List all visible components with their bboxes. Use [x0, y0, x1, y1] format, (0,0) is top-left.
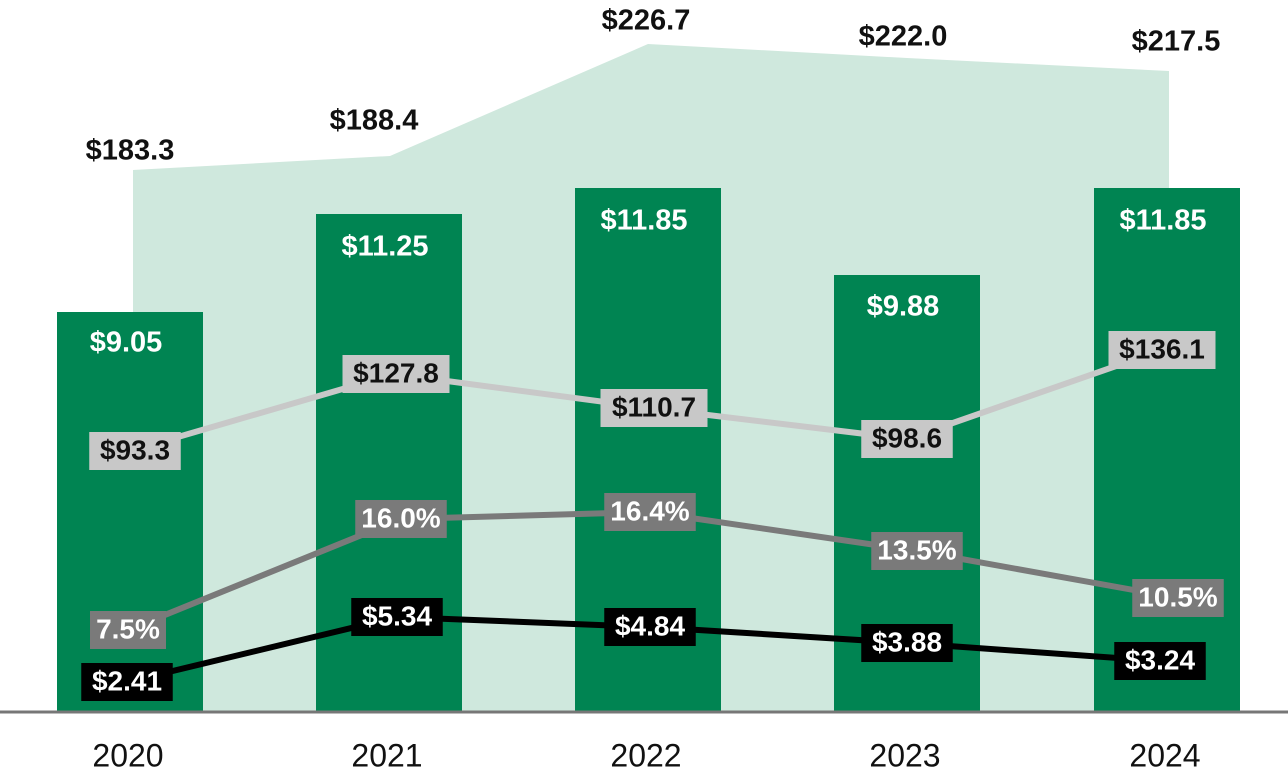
area-label-2023: $222.0: [859, 21, 948, 53]
line-dark-label-2020: $2.41: [92, 665, 162, 696]
line-light-box-2020: [89, 432, 181, 470]
line-light-box-2023: [861, 420, 953, 458]
line-dark-box-2021: [351, 598, 443, 636]
line-light-box-2022: [600, 389, 708, 427]
line-light-label-2021: $127.8: [353, 357, 439, 388]
line-dark-box-2023: [861, 624, 953, 662]
line-dark-box-2020: [81, 663, 173, 701]
line-light-label-2022: $110.7: [612, 391, 696, 422]
line-mid-box-2022: [604, 493, 696, 531]
line-mid-box-2021: [355, 500, 447, 538]
bar-label-2020: $9.05: [90, 327, 163, 359]
x-tick-2020: 2020: [92, 737, 163, 773]
line-light-box-2024: [1108, 331, 1216, 369]
line-mid-label-2024: 10.5%: [1138, 581, 1217, 612]
line-light-label-2023: $98.6: [872, 422, 942, 453]
area-label-2024: $217.5: [1132, 26, 1221, 58]
bar-2024: [1094, 188, 1240, 711]
line-dark-box-2024: [1114, 642, 1206, 680]
x-tick-2022: 2022: [610, 737, 681, 773]
line-light-label-2024: $136.1: [1119, 333, 1205, 364]
bar-2020: [57, 312, 203, 711]
line-mid-label-2022: 16.4%: [610, 495, 689, 526]
line-dark-label-2023: $3.88: [872, 626, 942, 657]
bar-label-2023: $9.88: [867, 291, 940, 323]
area-label-2020: $183.3: [86, 135, 175, 167]
line-mid-label-2023: 13.5%: [877, 534, 956, 565]
line-mid-box-2020: [90, 611, 166, 649]
x-tick-2021: 2021: [351, 737, 422, 773]
line-mid-box-2024: [1132, 579, 1224, 617]
bar-label-2024: $11.85: [1119, 205, 1206, 237]
line-dark-label-2022: $4.84: [615, 610, 685, 641]
line-mid-label-2021: 16.0%: [361, 502, 440, 533]
line-dark-label-2024: $3.24: [1125, 644, 1195, 675]
x-tick-2024: 2024: [1129, 737, 1200, 773]
line-dark-label-2021: $5.34: [362, 600, 432, 631]
line-light-box-2021: [342, 355, 450, 393]
line-mid-box-2023: [871, 532, 963, 570]
line-mid-label-2020: 7.5%: [96, 613, 160, 644]
bar-label-2021: $11.25: [341, 231, 428, 263]
area-label-2022: $226.7: [602, 5, 691, 37]
bar-label-2022: $11.85: [600, 205, 687, 237]
bar-2021: [316, 214, 462, 711]
line-dark-box-2022: [604, 608, 696, 646]
area-label-2021: $188.4: [330, 105, 419, 137]
x-tick-2023: 2023: [869, 737, 940, 773]
line-light-label-2020: $93.3: [100, 434, 170, 465]
